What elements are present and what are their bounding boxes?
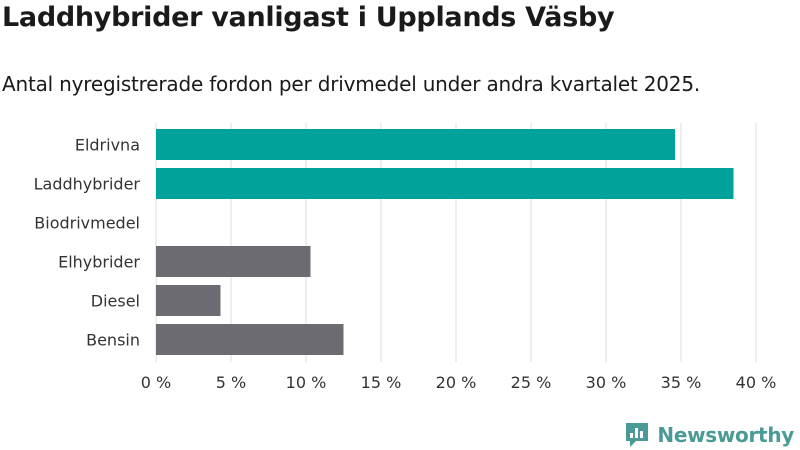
x-tick-label: 30 % (586, 373, 627, 392)
brand-name: Newsworthy (657, 423, 794, 447)
chart-subtitle: Antal nyregistrerade fordon per drivmede… (2, 72, 701, 96)
category-labels: Eldrivna Laddhybrider Biodrivmedel Elhybrid… (34, 136, 141, 350)
x-tick-label: 40 % (736, 373, 777, 392)
x-tick-label: 25 % (511, 373, 552, 392)
bar (156, 129, 675, 160)
newsworthy-logo-icon (626, 423, 649, 447)
category-label: Elhybrider (58, 253, 140, 272)
x-tick-label: 0 % (141, 373, 171, 392)
x-tick-label: 15 % (361, 373, 402, 392)
x-tick-label: 35 % (661, 373, 702, 392)
bar-chart: Eldrivna Laddhybrider Biodrivmedel Elhybrid… (34, 123, 777, 392)
x-tick-label: 5 % (216, 373, 246, 392)
category-label: Bensin (86, 331, 140, 350)
category-label: Eldrivna (75, 136, 140, 155)
category-label: Diesel (91, 292, 140, 311)
grid-lines (155, 123, 757, 362)
category-label: Laddhybrider (34, 175, 141, 194)
bars (156, 129, 734, 355)
brand-logo: Newsworthy (624, 420, 794, 450)
bar (156, 168, 734, 199)
bar (156, 285, 221, 316)
bar (156, 246, 311, 277)
x-tick-label: 10 % (286, 373, 327, 392)
bar (156, 324, 344, 355)
chart-title: Laddhybrider vanligast i Upplands Väsby (2, 2, 615, 33)
category-label: Biodrivmedel (34, 214, 140, 233)
x-axis-tick-labels: 0 % 5 % 10 % 15 % 20 % 25 % 30 % 35 % 40 % (141, 373, 777, 392)
x-tick-label: 20 % (436, 373, 477, 392)
